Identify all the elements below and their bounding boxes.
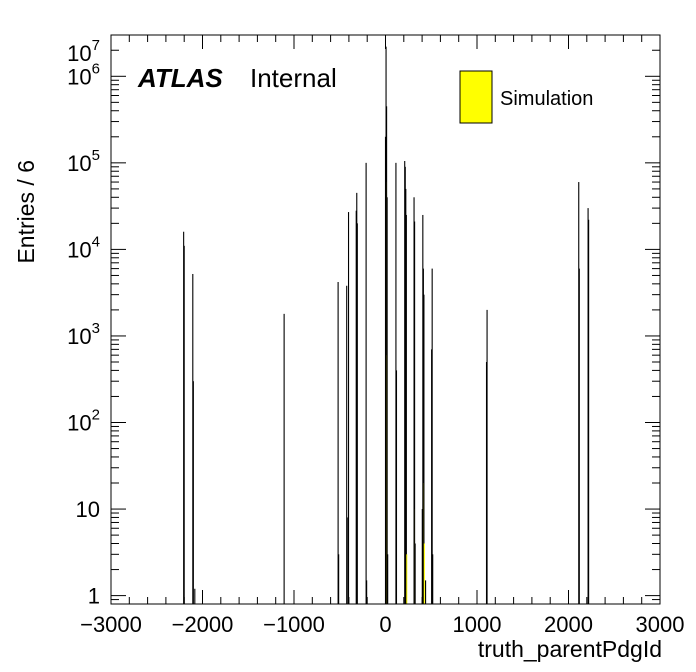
histogram-bar bbox=[588, 219, 590, 605]
y-tick-label: 105 bbox=[67, 147, 100, 176]
histogram-bar bbox=[414, 543, 416, 604]
x-tick-label: 0 bbox=[379, 612, 391, 637]
y-tick-label: 102 bbox=[67, 407, 100, 436]
atlas-label: ATLAS bbox=[137, 63, 223, 93]
x-tick-label: −1000 bbox=[263, 612, 325, 637]
y-tick-label: 103 bbox=[67, 320, 100, 349]
y-tick-label: 106 bbox=[67, 60, 100, 89]
histogram-bar bbox=[405, 214, 407, 605]
histogram-bar bbox=[346, 517, 348, 604]
histogram-bar bbox=[366, 580, 368, 604]
x-axis-tick-labels: −3000 −2000 −1000 0 1000 2000 3000 bbox=[80, 612, 684, 637]
histogram-bar bbox=[425, 580, 427, 604]
legend-label-simulation: Simulation bbox=[500, 88, 593, 110]
histogram-bar bbox=[347, 212, 350, 604]
histogram-bar bbox=[578, 268, 580, 604]
histogram-bar bbox=[386, 197, 388, 604]
histogram-bar bbox=[283, 313, 285, 604]
histogram-bar bbox=[395, 370, 398, 604]
histogram-bar bbox=[192, 381, 194, 604]
histogram-bar bbox=[387, 554, 389, 604]
internal-label: Internal bbox=[250, 63, 337, 93]
x-tick-label: 2000 bbox=[544, 612, 593, 637]
x-axis-ticks bbox=[110, 35, 661, 604]
x-tick-label: 3000 bbox=[636, 612, 685, 637]
x-tick-label: −2000 bbox=[172, 612, 234, 637]
y-tick-label: 104 bbox=[67, 233, 100, 262]
histogram-bar bbox=[365, 162, 367, 604]
y-tick-label: 107 bbox=[67, 37, 100, 66]
x-tick-label: 1000 bbox=[453, 612, 502, 637]
y-tick-label: 1 bbox=[88, 584, 100, 609]
histogram-bar bbox=[346, 285, 348, 604]
y-axis-title: Entries / 6 bbox=[13, 160, 39, 264]
histogram-bar bbox=[183, 245, 185, 604]
histogram-bar bbox=[337, 282, 339, 604]
histogram-bar-highlight bbox=[406, 554, 408, 604]
histogram-bar bbox=[432, 554, 434, 604]
x-tick-label: −3000 bbox=[80, 612, 142, 637]
histogram-bar bbox=[423, 294, 425, 604]
histogram-bar bbox=[486, 309, 488, 604]
histogram-bars bbox=[183, 46, 590, 605]
histogram-bar bbox=[338, 554, 340, 604]
y-tick-label: 10 bbox=[76, 497, 100, 522]
histogram-bar bbox=[356, 223, 358, 604]
histogram-bar-highlight bbox=[423, 543, 425, 604]
histogram-bar bbox=[414, 221, 416, 605]
legend: Simulation bbox=[459, 70, 593, 124]
legend-swatch-simulation bbox=[459, 70, 493, 124]
x-axis-title: truth_parentPdgId bbox=[478, 636, 662, 662]
y-axis-ticks bbox=[111, 34, 660, 605]
histogram-bar bbox=[194, 588, 196, 604]
histogram-bar bbox=[431, 268, 433, 604]
